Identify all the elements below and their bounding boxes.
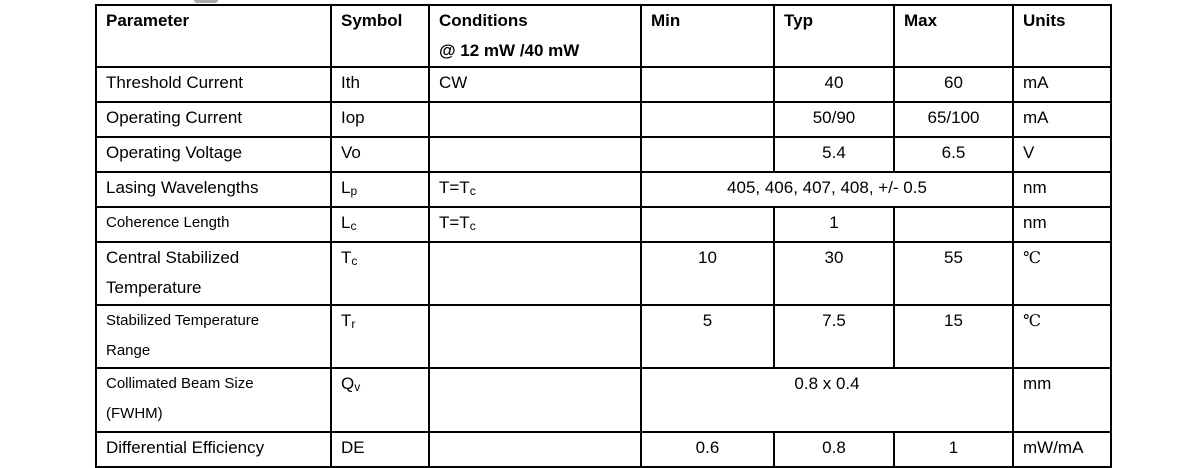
cell-units: ℃ [1012, 241, 1112, 306]
cell-typ: 7.5 [773, 304, 895, 369]
cell-units: mW/mA [1012, 431, 1112, 468]
cell-merged-value: 0.8 x 0.4 [640, 367, 1014, 433]
cell-units: nm [1012, 171, 1112, 208]
col-header-max: Max [893, 4, 1014, 68]
cell-conditions [428, 101, 642, 138]
cell-min [640, 101, 775, 138]
cell-min [640, 66, 775, 103]
cell-conditions [428, 431, 642, 468]
col-header-units: Units [1012, 4, 1112, 68]
table-row-central-stabilized-temperature: Central Stabilized Temperature Tc 10 30 … [95, 241, 1112, 306]
cell-typ: 50/90 [773, 101, 895, 138]
cell-symbol: Lc [330, 206, 430, 243]
cell-parameter: Collimated Beam Size (FWHM) [95, 367, 332, 433]
cell-typ: 1 [773, 206, 895, 243]
cell-min: 10 [640, 241, 775, 306]
cell-conditions: T=Tc [428, 171, 642, 208]
table-row-differential-efficiency: Differential Efficiency DE 0.6 0.8 1 mW/… [95, 431, 1112, 468]
cell-symbol: Vo [330, 136, 430, 173]
table-row-operating-current: Operating Current Iop 50/90 65/100 mA [95, 101, 1112, 138]
table-row-coherence-length: Coherence Length Lc T=Tc 1 nm [95, 206, 1112, 243]
cell-parameter: Stabilized Temperature Range [95, 304, 332, 369]
cell-symbol: Lp [330, 171, 430, 208]
cell-max: 65/100 [893, 101, 1014, 138]
table-row-operating-voltage: Operating Voltage Vo 5.4 6.5 V [95, 136, 1112, 173]
cell-parameter: Operating Current [95, 101, 332, 138]
conditions-power-note: @ 12 mW /40 mW [439, 41, 580, 60]
col-header-symbol: Symbol [330, 4, 430, 68]
cell-typ: 0.8 [773, 431, 895, 468]
table-row-collimated-beam-size: Collimated Beam Size (FWHM) Qv 0.8 x 0.4… [95, 367, 1112, 433]
table-row-stabilized-temperature-range: Stabilized Temperature Range Tr 5 7.5 15… [95, 304, 1112, 369]
cell-parameter: Central Stabilized Temperature [95, 241, 332, 306]
cropped-screen-artifact [194, 0, 218, 3]
cell-units: V [1012, 136, 1112, 173]
cell-max: 1 [893, 431, 1014, 468]
cell-parameter: Differential Efficiency [95, 431, 332, 468]
col-header-conditions: Conditions @ 12 mW /40 mW [428, 4, 642, 68]
cell-symbol: Ith [330, 66, 430, 103]
cell-parameter: Coherence Length [95, 206, 332, 243]
cell-typ: 30 [773, 241, 895, 306]
cell-units: ℃ [1012, 304, 1112, 369]
cell-conditions [428, 367, 642, 433]
cell-min [640, 206, 775, 243]
cell-max: 55 [893, 241, 1014, 306]
cell-symbol: Iop [330, 101, 430, 138]
cell-symbol: Tc [330, 241, 430, 306]
cell-symbol: Qv [330, 367, 430, 433]
cell-conditions [428, 304, 642, 369]
col-header-min: Min [640, 4, 775, 68]
cell-units: mm [1012, 367, 1112, 433]
cell-min [640, 136, 775, 173]
cell-max: 60 [893, 66, 1014, 103]
cell-parameter: Operating Voltage [95, 136, 332, 173]
cell-units: mA [1012, 101, 1112, 138]
cell-conditions [428, 241, 642, 306]
laser-spec-table: Parameter Symbol Conditions @ 12 mW /40 … [95, 4, 1112, 468]
cell-symbol: Tr [330, 304, 430, 369]
col-header-parameter: Parameter [95, 4, 332, 68]
cell-max: 6.5 [893, 136, 1014, 173]
cell-max [893, 206, 1014, 243]
cell-merged-value: 405, 406, 407, 408, +/- 0.5 [640, 171, 1014, 208]
cell-units: mA [1012, 66, 1112, 103]
cell-min: 0.6 [640, 431, 775, 468]
cell-min: 5 [640, 304, 775, 369]
cell-parameter: Lasing Wavelengths [95, 171, 332, 208]
cell-symbol: DE [330, 431, 430, 468]
cell-units: nm [1012, 206, 1112, 243]
cell-conditions: T=Tc [428, 206, 642, 243]
col-header-typ: Typ [773, 4, 895, 68]
cell-parameter: Threshold Current [95, 66, 332, 103]
cell-conditions [428, 136, 642, 173]
cell-typ: 5.4 [773, 136, 895, 173]
conditions-title: Conditions [439, 11, 528, 30]
cell-max: 15 [893, 304, 1014, 369]
cell-typ: 40 [773, 66, 895, 103]
table-row-threshold-current: Threshold Current Ith CW 40 60 mA [95, 66, 1112, 103]
header-row: Parameter Symbol Conditions @ 12 mW /40 … [95, 4, 1112, 68]
cell-conditions: CW [428, 66, 642, 103]
table-row-lasing-wavelengths: Lasing Wavelengths Lp T=Tc 405, 406, 407… [95, 171, 1112, 208]
